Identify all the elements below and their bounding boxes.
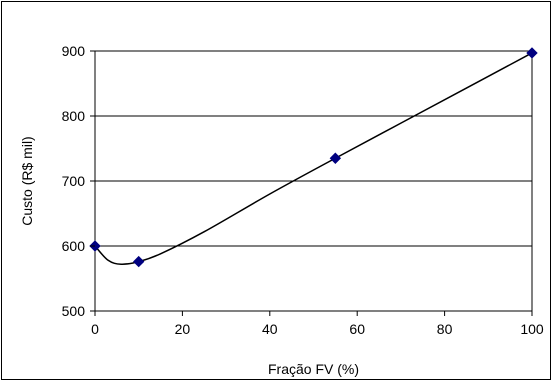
y-tick-label-600: 600 <box>62 238 86 254</box>
y-tick-label-800: 800 <box>62 108 86 124</box>
data-point-3 <box>526 47 538 59</box>
x-tick-label-100: 100 <box>520 321 544 337</box>
x-tick-labels: 0 20 40 60 80 100 <box>91 311 544 337</box>
y-tick-labels: 500 600 700 800 900 <box>62 43 95 319</box>
data-point-1 <box>132 255 145 268</box>
y-axis-title: Custo (R$ mil) <box>19 136 35 225</box>
x-tick-label-0: 0 <box>91 321 99 337</box>
x-tick-label-40: 40 <box>262 321 278 337</box>
series-markers <box>89 47 538 268</box>
x-tick-label-20: 20 <box>175 321 191 337</box>
x-tick-label-80: 80 <box>437 321 453 337</box>
gridlines <box>95 50 532 247</box>
y-tick-label-500: 500 <box>62 303 86 319</box>
data-point-2 <box>329 152 342 164</box>
series-curve <box>94 52 533 265</box>
y-tick-label-700: 700 <box>62 173 86 189</box>
series-line <box>94 52 533 265</box>
x-axis-title: Fração FV (%) <box>268 361 359 377</box>
x-tick-label-60: 60 <box>349 321 365 337</box>
y-tick-label-900: 900 <box>62 43 86 59</box>
